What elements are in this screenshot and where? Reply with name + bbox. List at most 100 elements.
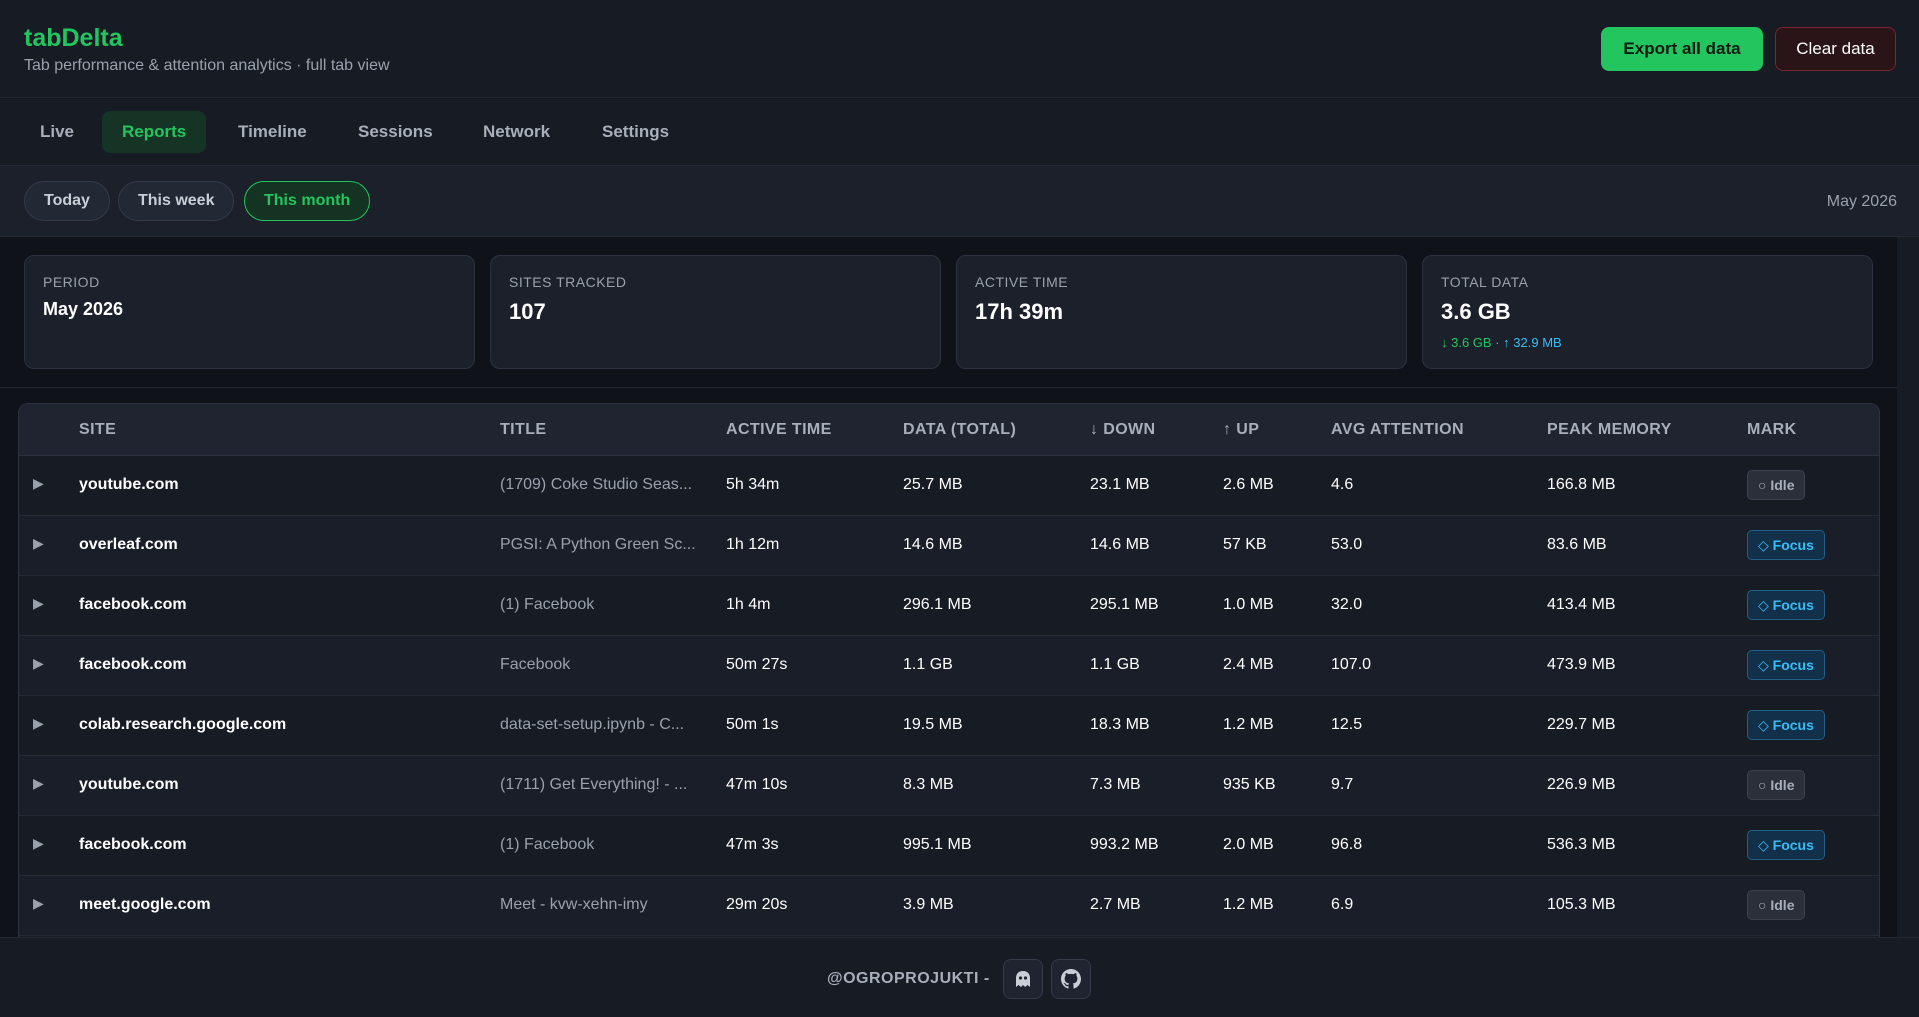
idle-badge[interactable]: ○ Idle: [1747, 770, 1806, 800]
diamond-icon: ◇: [1758, 657, 1769, 673]
column-site[interactable]: SITE: [79, 421, 117, 438]
content-scrollbar[interactable]: [1897, 237, 1919, 937]
idle-badge[interactable]: ○ Idle: [1747, 890, 1806, 920]
focus-badge[interactable]: ◇ Focus: [1747, 710, 1825, 740]
table-row[interactable]: ▶ facebook.com (1) Facebook 1h 4m 296.1 MB 29…: [19, 576, 1879, 636]
attention-cell: 6.9: [1331, 896, 1354, 913]
title-cell: Facebook: [500, 656, 571, 673]
table-row[interactable]: ▶ meet.google.com Meet - kvw-xehn-imy 29m 2…: [19, 876, 1879, 936]
app-subtitle: Tab performance & attention analytics · …: [24, 57, 390, 74]
active-time-cell: 1h 12m: [726, 536, 780, 553]
up-cell: 1.0 MB: [1223, 596, 1274, 613]
memory-cell: 226.9 MB: [1547, 776, 1616, 793]
table-row[interactable]: ▶ youtube.com (1709) Coke Studio Seas... 5h…: [19, 456, 1879, 516]
focus-badge[interactable]: ◇ Focus: [1747, 590, 1825, 620]
expand-row-icon[interactable]: ▶: [33, 775, 44, 791]
period-filter-bar: Today This week This month May 2026: [0, 166, 1919, 237]
title-cell: Meet - kvw-xehn-imy: [500, 896, 648, 913]
export-all-button[interactable]: Export all data: [1601, 27, 1763, 71]
down-cell: 993.2 MB: [1090, 836, 1159, 853]
github-icon[interactable]: [1051, 959, 1091, 999]
summary-period-label: PERIOD: [43, 274, 100, 290]
memory-cell: 166.8 MB: [1547, 476, 1616, 493]
memory-cell: 536.3 MB: [1547, 836, 1616, 853]
up-cell: 935 KB: [1223, 776, 1276, 793]
table-row[interactable]: ▶ colab.research.google.com data-set-setup…: [19, 696, 1879, 756]
down-cell: 7.3 MB: [1090, 776, 1141, 793]
expand-row-icon[interactable]: ▶: [33, 535, 44, 551]
data-total-cell: 14.6 MB: [903, 536, 963, 553]
attention-cell: 96.8: [1331, 836, 1363, 853]
circle-icon: ○: [1758, 897, 1767, 913]
clear-data-button[interactable]: Clear data: [1775, 27, 1896, 71]
tab-timeline[interactable]: Timeline: [238, 122, 307, 141]
circle-icon: ○: [1758, 777, 1767, 793]
table-row[interactable]: ▶ facebook.com Facebook 50m 27s 1.1 GB 1.1 GB…: [19, 636, 1879, 696]
site-cell: facebook.com: [79, 836, 187, 853]
summary-active-label: ACTIVE TIME: [975, 274, 1069, 290]
column-title[interactable]: TITLE: [500, 421, 547, 438]
attention-cell: 9.7: [1331, 776, 1354, 793]
main-tabs: Live Reports Timeline Sessions Network S…: [0, 99, 1919, 166]
expand-row-icon[interactable]: ▶: [33, 895, 44, 911]
summary-sites-value: 107: [509, 299, 546, 324]
expand-row-icon[interactable]: ▶: [33, 835, 44, 851]
app-logo-text: tabDelta: [24, 24, 123, 52]
memory-cell: 83.6 MB: [1547, 536, 1607, 553]
mark-label: Idle: [1770, 897, 1795, 913]
title-cell: (1) Facebook: [500, 836, 595, 853]
table-row[interactable]: ▶ overleaf.com PGSI: A Python Green Sc... 1…: [19, 516, 1879, 576]
diamond-icon: ◇: [1758, 597, 1769, 613]
tab-live[interactable]: Live: [40, 122, 75, 141]
title-cell: (1709) Coke Studio Seas...: [500, 476, 693, 493]
mark-label: Idle: [1770, 777, 1795, 793]
mark-label: Focus: [1772, 537, 1814, 553]
app-header: tabDelta Tab performance & attention ana…: [0, 0, 1919, 98]
expand-row-icon[interactable]: ▶: [33, 715, 44, 731]
column-active-time[interactable]: ACTIVE TIME: [726, 421, 832, 438]
active-time-cell: 47m 10s: [726, 776, 788, 793]
mark-label: Focus: [1772, 717, 1814, 733]
data-total-cell: 19.5 MB: [903, 716, 963, 733]
down-cell: 18.3 MB: [1090, 716, 1150, 733]
data-total-cell: 296.1 MB: [903, 596, 972, 613]
summary-sites-label: SITES TRACKED: [509, 274, 627, 290]
expand-row-icon[interactable]: ▶: [33, 475, 44, 491]
summary-data-down: ↓ 3.6 GB: [1441, 335, 1492, 350]
site-cell: youtube.com: [79, 476, 179, 493]
column-data-total[interactable]: DATA (TOTAL): [903, 421, 1017, 438]
site-cell: overleaf.com: [79, 536, 178, 553]
column-up[interactable]: ↑ UP: [1223, 421, 1260, 438]
tab-network[interactable]: Network: [483, 122, 551, 141]
column-mark[interactable]: MARK: [1747, 421, 1797, 438]
column-peak-memory[interactable]: PEAK MEMORY: [1547, 421, 1672, 438]
focus-badge[interactable]: ◇ Focus: [1747, 830, 1825, 860]
report-content: PERIOD May 2026 SITES TRACKED 107 ACTIVE…: [0, 237, 1897, 937]
down-cell: 14.6 MB: [1090, 536, 1150, 553]
period-month-button[interactable]: This month: [244, 181, 371, 221]
expand-row-icon[interactable]: ▶: [33, 655, 44, 671]
sites-table: SITE TITLE ACTIVE TIME DATA (TOTAL) ↓ DO…: [18, 403, 1880, 937]
tab-sessions[interactable]: Sessions: [358, 122, 433, 141]
summary-period-value: May 2026: [43, 299, 124, 319]
focus-badge[interactable]: ◇ Focus: [1747, 650, 1825, 680]
column-down[interactable]: ↓ DOWN: [1090, 421, 1156, 438]
active-time-cell: 50m 1s: [726, 716, 779, 733]
table-row[interactable]: ▶ youtube.com (1711) Get Everything! - ...…: [19, 756, 1879, 816]
title-cell: PGSI: A Python Green Sc...: [500, 536, 696, 553]
expand-row-icon[interactable]: ▶: [33, 595, 44, 611]
site-cell: meet.google.com: [79, 896, 211, 913]
table-row[interactable]: ▶ facebook.com (1) Facebook 47m 3s 995.1 MB 9…: [19, 816, 1879, 876]
diamond-icon: ◇: [1758, 537, 1769, 553]
tab-reports[interactable]: Reports: [102, 111, 207, 153]
data-total-cell: 995.1 MB: [903, 836, 972, 853]
idle-badge[interactable]: ○ Idle: [1747, 470, 1806, 500]
ghost-icon[interactable]: [1003, 959, 1043, 999]
active-time-cell: 50m 27s: [726, 656, 788, 673]
period-week-button[interactable]: This week: [118, 181, 235, 221]
site-cell: youtube.com: [79, 776, 179, 793]
focus-badge[interactable]: ◇ Focus: [1747, 530, 1825, 560]
column-avg-attention[interactable]: AVG ATTENTION: [1331, 421, 1464, 438]
period-today-button[interactable]: Today: [24, 181, 110, 221]
tab-settings[interactable]: Settings: [602, 122, 670, 141]
